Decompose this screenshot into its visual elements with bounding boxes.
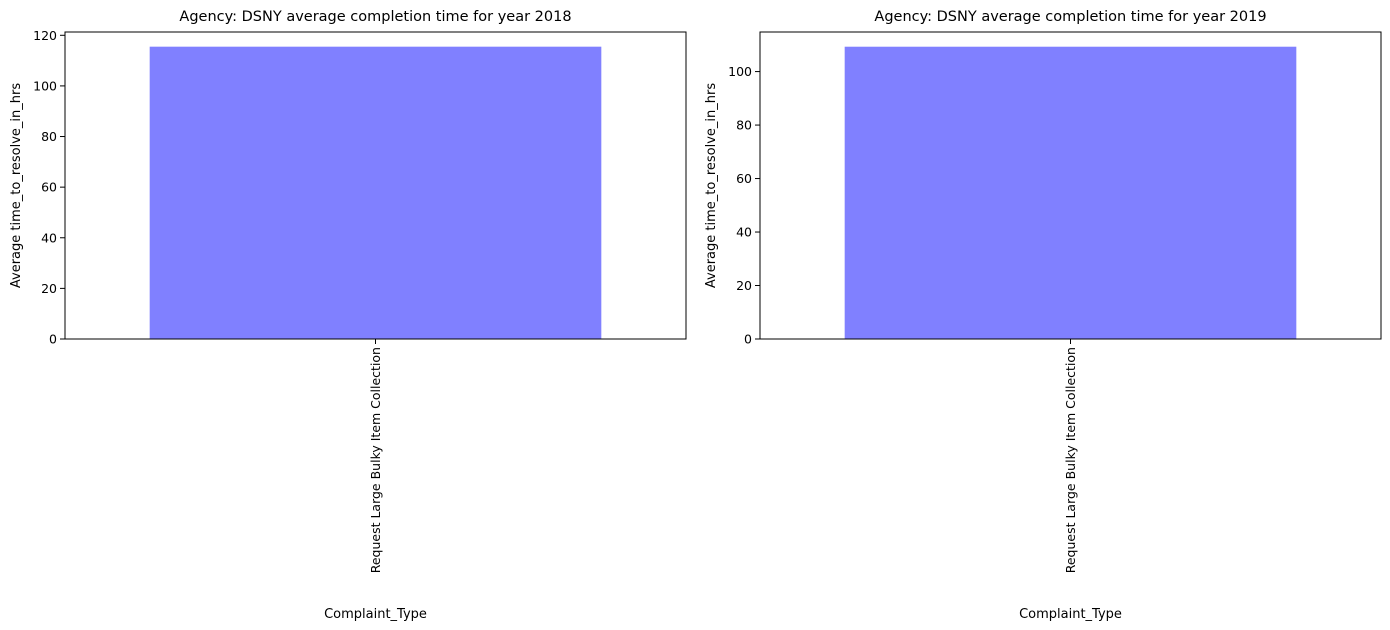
chart-title: Agency: DSNY average completion time for… [874,9,1266,25]
y-tick-label: 40 [736,225,752,240]
y-tick-label: 0 [744,332,752,347]
bar [844,46,1297,339]
y-tick-label: 100 [33,78,57,93]
y-tick-label: 80 [736,118,752,133]
bar [149,46,602,339]
y-tick-label: 0 [49,332,57,347]
y-tick-label: 40 [41,230,57,245]
y-axis-label: Average time_to_resolve_in_hrs [704,83,719,288]
y-axis-label: Average time_to_resolve_in_hrs [9,83,24,288]
x-tick-label: Request Large Bulky Item Collection [368,347,383,573]
y-tick-label: 60 [736,171,752,186]
chart-2019: 0 20 40 60 80 100 Request Large Bulky Item Col… [704,9,1382,622]
y-tick-label: 80 [41,129,57,144]
x-axis-label: Complaint_Type [324,607,427,622]
chart-title: Agency: DSNY average completion time for… [179,9,571,25]
y-tick-label: 120 [33,28,57,43]
x-tick-label: Request Large Bulky Item Collection [1063,347,1078,573]
y-tick-label: 20 [736,278,752,293]
chart-2018: 0 20 40 60 80 100 120 Request Large Bulky Item … [9,9,687,622]
x-axis-label: Complaint_Type [1019,607,1122,622]
y-tick-label: 20 [41,281,57,296]
y-tick-label: 60 [41,180,57,195]
y-tick-label: 100 [728,64,752,79]
